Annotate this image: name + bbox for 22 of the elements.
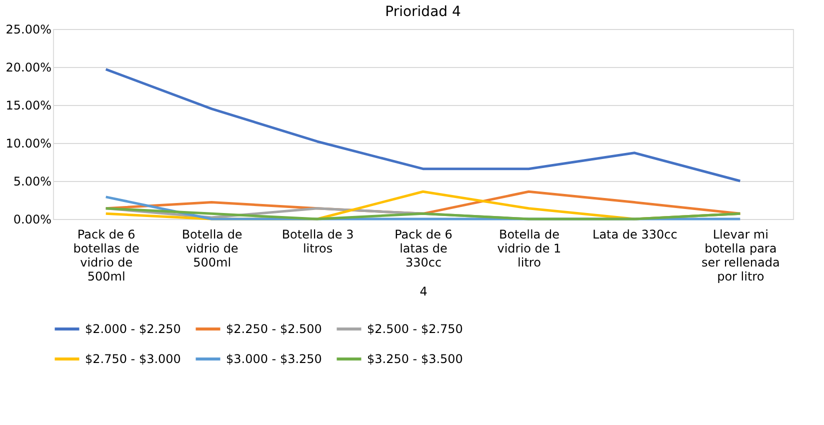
y-tick-label: 5.00% (13, 174, 52, 188)
y-tick-label: 0.00% (13, 212, 52, 226)
x-tick-label: Botella de 3 litros (282, 228, 354, 256)
legend-label: $2.250 - $2.500 (226, 322, 322, 336)
legend-label: $3.250 - $3.500 (367, 352, 463, 366)
y-tick-label: 15.00% (6, 98, 52, 112)
x-tick-label: Pack de 6 botellas de vidrio de 500ml (73, 228, 140, 284)
x-tick-label: Botella de vidrio de 1 litro (497, 228, 562, 270)
legend-label: $2.000 - $2.250 (85, 322, 181, 336)
x-tick-label: Botella de vidrio de 500ml (182, 228, 242, 270)
legend-label: $2.500 - $2.750 (367, 322, 463, 336)
y-tick-label: 20.00% (6, 60, 52, 74)
legend-label: $2.750 - $3.000 (85, 352, 181, 366)
chart-title: Prioridad 4 (385, 4, 461, 20)
legend-label: $3.000 - $3.250 (226, 352, 322, 366)
x-axis-title: 4 (420, 284, 428, 298)
x-tick-label: Llevar mi botella para ser rellenada por litro (701, 228, 780, 284)
line-series (104, 68, 742, 182)
y-tick-label: 10.00% (6, 136, 52, 150)
x-tick-label: Pack de 6 latas de 330cc (394, 228, 452, 270)
y-tick-label: 25.00% (6, 22, 52, 36)
x-tick-label: Lata de 330cc (592, 228, 678, 242)
